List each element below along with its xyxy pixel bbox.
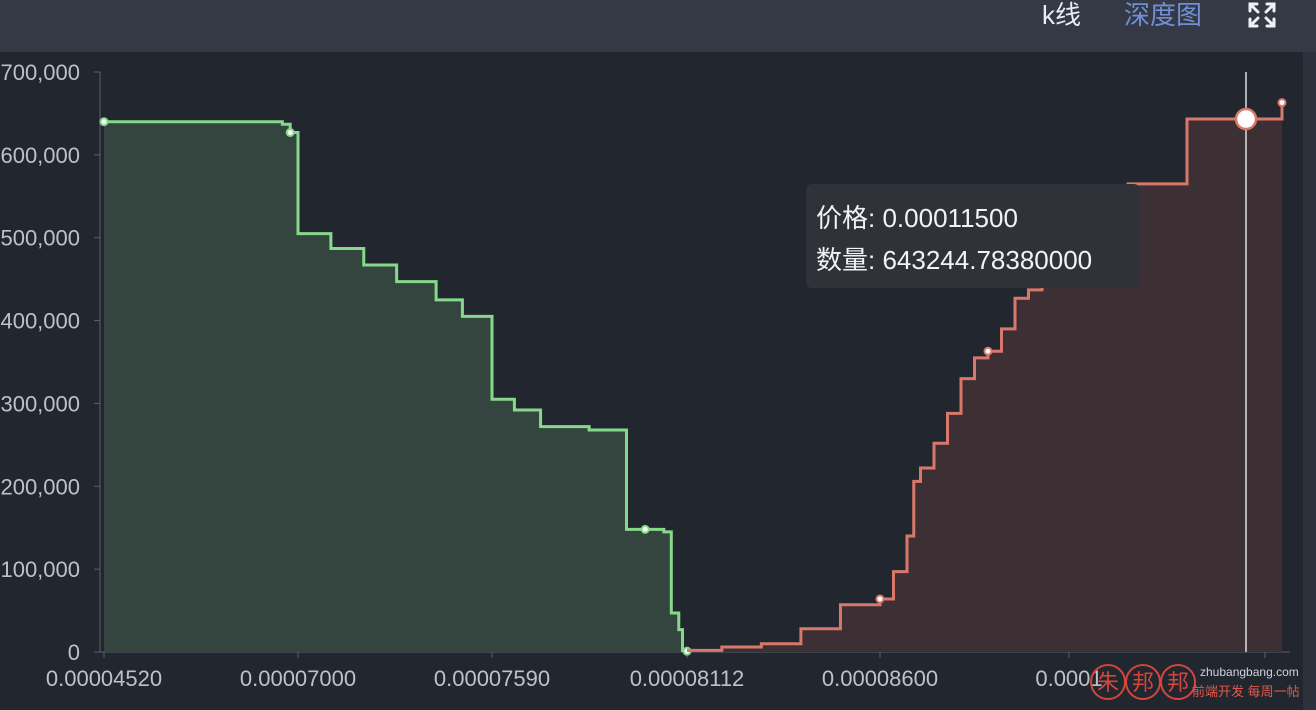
scroll-edge: [1303, 52, 1316, 710]
y-tick-label: 400,000: [0, 309, 80, 334]
depth-chart[interactable]: 700,000 600,000 500,000 400,000 300,000 200,0…: [0, 52, 1303, 710]
chart-header: k线 深度图: [0, 0, 1316, 52]
y-tick-label: 700,000: [0, 60, 80, 85]
bid-point: [640, 524, 650, 534]
bid-series: [99, 117, 692, 656]
x-tick-label: 0.00004520: [46, 666, 162, 691]
x-tick-label: 0.00008112: [630, 666, 745, 691]
x-axis: 0.00004520 0.00007000 0.00007590 0.00008112…: [46, 651, 1290, 691]
tooltip-amount: 数量: 643244.78380000: [816, 240, 1092, 277]
y-tick-label: 200,000: [0, 474, 80, 499]
tooltip: 价格: 0.00011500 数量: 643244.78380000: [806, 184, 1140, 288]
watermark-char-3: 邦: [1167, 670, 1189, 695]
tooltip-amount-label: 数量:: [816, 245, 876, 275]
x-tick-label: 0.00007000: [240, 666, 356, 691]
y-tick-label: 300,000: [0, 391, 80, 416]
bid-area: [104, 121, 687, 652]
y-tick-label: 600,000: [0, 143, 80, 168]
x-tick-label: 0.00008600: [822, 666, 938, 691]
watermark-site: zhubangbang.com: [1200, 665, 1299, 679]
ask-point: [983, 346, 993, 356]
y-tick-label: 500,000: [0, 226, 80, 251]
bid-line: [104, 120, 689, 652]
tab-depth-chart[interactable]: 深度图: [1124, 0, 1203, 30]
tooltip-price-value: 0.00011500: [882, 203, 1018, 233]
y-tick-label: 0: [68, 640, 80, 665]
watermark-char-1: 朱: [1097, 670, 1119, 695]
ask-point: [1277, 98, 1287, 108]
ask-series: [687, 98, 1287, 652]
bid-point: [285, 127, 295, 137]
tooltip-amount-value: 643244.78380000: [882, 245, 1093, 275]
tab-kline[interactable]: k线: [1042, 0, 1082, 30]
crosshair-point: [1234, 107, 1258, 131]
x-tick-label: 0.00007590: [434, 666, 550, 691]
bid-point: [99, 117, 109, 127]
tooltip-price: 价格: 0.00011500: [816, 198, 1018, 235]
watermark-slogan: 前端开发 每周一帖: [1192, 684, 1300, 699]
ask-point: [875, 594, 885, 604]
fullscreen-icon[interactable]: [1246, 0, 1278, 30]
watermark: 朱 邦 邦 zhubangbang.com 前端开发 每周一帖: [1090, 664, 1300, 700]
tooltip-price-label: 价格:: [816, 203, 876, 233]
y-axis: 700,000 600,000 500,000 400,000 300,000 200,0…: [0, 60, 101, 665]
y-tick-label: 100,000: [0, 557, 80, 582]
watermark-char-2: 邦: [1132, 670, 1154, 695]
crosshair: [1234, 72, 1258, 652]
